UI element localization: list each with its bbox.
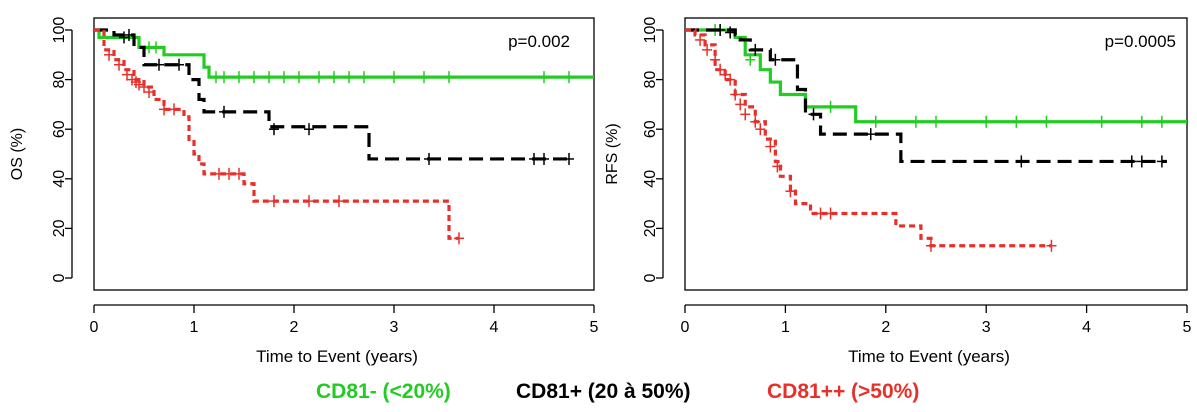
legend-cd81-positive: CD81+ (20 à 50%) [516,380,691,403]
y-tick-label: 0 [51,273,68,282]
x-tick-label: 3 [982,319,991,336]
p-value-label: p=0.0005 [1105,32,1176,51]
y-tick-label: 20 [51,219,68,237]
y-tick-label: 60 [642,120,659,138]
x-tick-label: 5 [590,319,599,336]
x-tick-label: 2 [290,319,299,336]
km-curve-red [685,28,1052,248]
chart-panel-2: 0 1 2 3 4 5 0 20 40 60 80 100 RFS (%) Time to Event (… [604,17,1192,366]
x-tick-label: 1 [781,319,790,336]
x-tick-label: 4 [1082,319,1091,336]
legend: CD81- (<20%) CD81+ (20 à 50%) CD81++ (>5… [0,380,1197,410]
x-tick-label: 1 [190,319,199,336]
plot-frame [684,17,1188,291]
x-tick-label: 0 [681,319,690,336]
y-tick-label: 80 [51,71,68,89]
y-axis-title: RFS (%) [604,123,621,184]
x-axis-title: Time to Event (years) [256,347,418,366]
legend-cd81-high: CD81++ (>50%) [767,380,920,403]
x-tick-label: 3 [390,319,399,336]
x-tick-label: 0 [90,319,99,336]
x-axis-title: Time to Event (years) [848,347,1010,366]
km-curve-green [94,28,594,79]
y-tick-label: 80 [642,71,659,89]
y-tick-label: 0 [642,273,659,282]
y-axis-title: OS (%) [9,128,26,180]
y-tick-label: 40 [642,170,659,188]
km-curve-black [94,28,574,161]
plot-frame [93,17,595,291]
km-curve-black [685,28,1167,164]
y-tick-label: 20 [642,219,659,237]
x-tick-label: 2 [881,319,890,336]
p-value-label: p=0.002 [508,32,570,51]
x-tick-label: 5 [1183,319,1192,336]
y-tick-label: 100 [642,17,659,44]
x-tick-label: 4 [490,319,499,336]
chart-panel-1: 0 1 2 3 4 5 0 20 40 60 80 100 OS (%) Time to Event (y… [9,17,599,366]
legend-cd81-negative: CD81- (<20%) [316,380,451,403]
km-curve-red [94,28,459,240]
y-tick-label: 100 [51,17,68,44]
y-tick-label: 40 [51,170,68,188]
y-tick-label: 60 [51,120,68,138]
